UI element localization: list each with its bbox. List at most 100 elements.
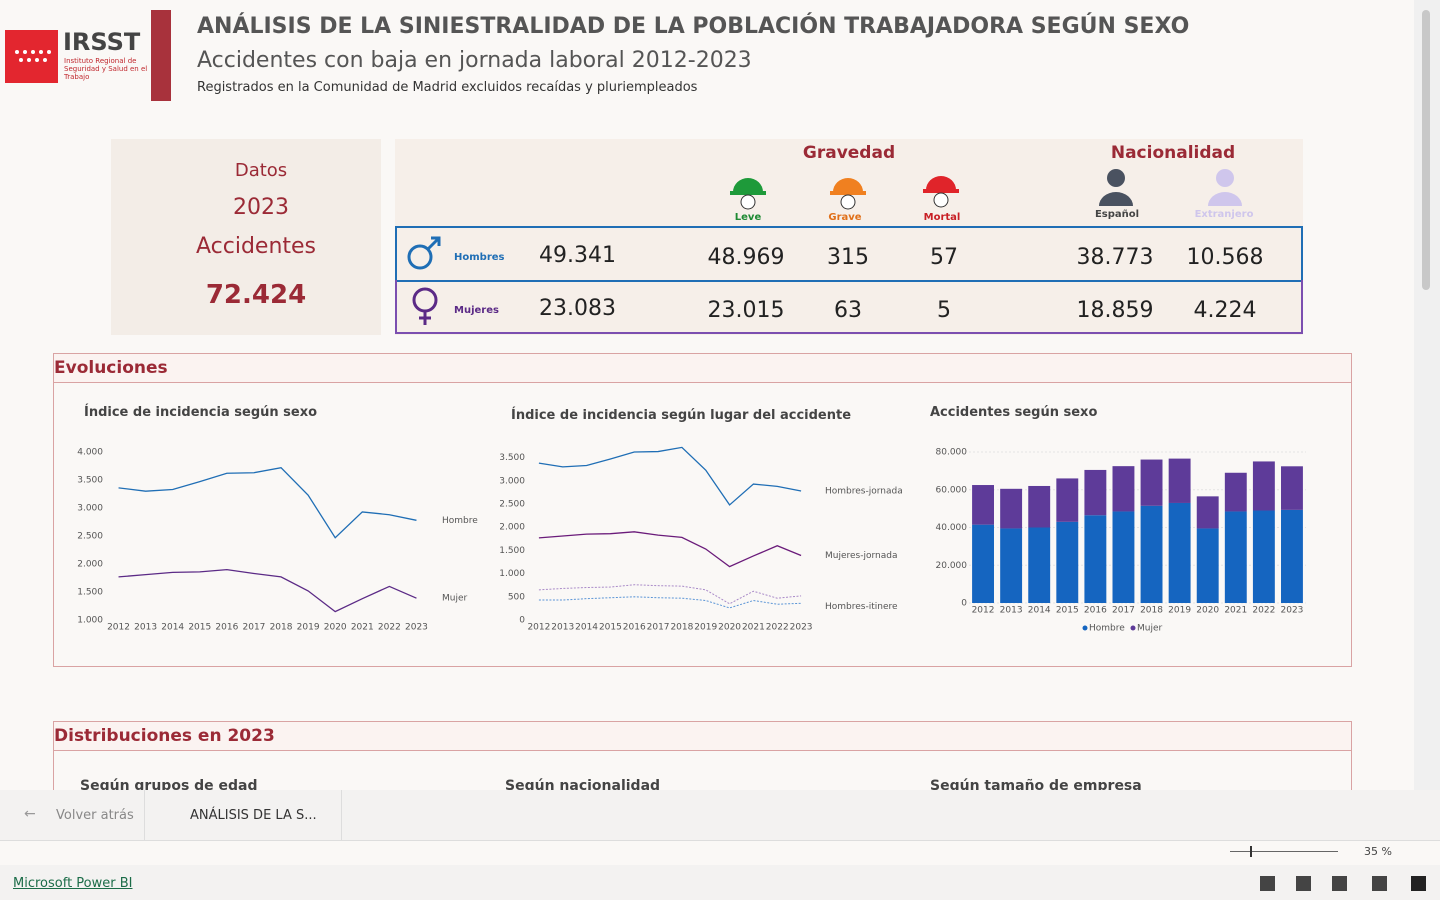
chart-title: Índice de incidencia según sexo <box>84 404 317 420</box>
bar <box>1028 527 1051 603</box>
x-tick-label: 2018 <box>670 623 693 633</box>
y-tick-label: 1.500 <box>500 546 525 556</box>
kpi-value: 18.859 <box>1076 298 1154 323</box>
kpi-value: 63 <box>834 298 862 323</box>
x-tick-label: 2016 <box>215 623 238 633</box>
bar <box>1056 478 1079 522</box>
kpi-value: 38.773 <box>1076 245 1154 270</box>
zoom-slider[interactable] <box>1230 846 1338 857</box>
zoom-level[interactable]: 35 % <box>1364 845 1392 858</box>
kpi-icons <box>407 169 1242 325</box>
bar <box>1168 502 1191 603</box>
line <box>538 531 802 568</box>
male-icon <box>407 236 441 270</box>
y-tick-label: 60.000 <box>936 485 968 495</box>
x-tick-label: 2023 <box>1281 606 1304 616</box>
section-title: Distribuciones en 2023 <box>54 726 275 746</box>
row-mujeres <box>395 280 1303 334</box>
toolbar: ← Volver atrás ANÁLISIS DE LA S... <box>0 790 1440 841</box>
x-tick-label: 2013 <box>551 623 574 633</box>
legend-swatch <box>1130 625 1136 631</box>
person-icon <box>1099 169 1133 206</box>
female-icon <box>412 287 438 325</box>
x-tick-label: 2021 <box>351 623 374 633</box>
y-tick-label: 0 <box>961 599 967 609</box>
chart: Índice de incidencia según lugar del acc… <box>500 407 903 633</box>
series-label: Hombres-jornada <box>825 487 903 497</box>
x-tick-label: 2020 <box>1196 606 1219 616</box>
bar <box>1168 458 1191 503</box>
x-tick-label: 2020 <box>324 623 347 633</box>
x-tick-label: 2017 <box>647 623 670 633</box>
x-tick-label: 2017 <box>243 623 266 633</box>
x-tick-label: 2014 <box>1028 606 1051 616</box>
line <box>538 596 802 609</box>
x-tick-label: 2015 <box>188 623 211 633</box>
x-tick-label: 2019 <box>694 623 717 633</box>
kpi-value: 5 <box>937 298 951 323</box>
series-label: Hombre <box>442 516 478 526</box>
x-tick-label: 2023 <box>790 623 813 633</box>
section-title: Evoluciones <box>54 358 168 378</box>
summary-year: 2023 <box>233 195 289 220</box>
x-tick-label: 2016 <box>623 623 646 633</box>
share-icon[interactable] <box>1332 876 1347 891</box>
y-tick-label: 3.500 <box>77 476 103 486</box>
bar <box>972 524 994 603</box>
x-tick-label: 2013 <box>1000 606 1023 616</box>
x-tick-label: 2022 <box>1252 606 1275 616</box>
panel-title: Según nacionalidad <box>505 778 661 790</box>
legend-label: Mujer <box>1137 624 1163 634</box>
panel-title: Según grupos de edad <box>80 778 258 790</box>
y-tick-label: 80.000 <box>936 448 968 458</box>
helmet-icon <box>830 178 866 210</box>
x-tick-label: 2018 <box>1140 606 1163 616</box>
summary-label: Datos <box>234 160 288 181</box>
back-arrow: ← <box>24 806 36 822</box>
bar <box>1140 505 1163 603</box>
x-tick-label: 2012 <box>527 623 550 633</box>
y-tick-label: 40.000 <box>936 523 968 533</box>
bar <box>1224 511 1247 603</box>
line <box>538 584 802 605</box>
y-tick-label: 3.000 <box>500 476 525 486</box>
brand-link[interactable]: Microsoft Power BI <box>13 876 133 891</box>
back-button[interactable]: Volver atrás <box>56 808 134 823</box>
series-label: Mujeres-jornada <box>825 551 897 561</box>
column-label: Extranjero <box>1194 209 1254 220</box>
summary-total: 72.424 <box>205 280 307 310</box>
x-tick-label: 2020 <box>718 623 741 633</box>
series-label: Hombres-itinere <box>825 602 898 612</box>
scrollbar[interactable] <box>1414 0 1440 790</box>
y-tick-label: 2.000 <box>500 523 525 533</box>
share-icon[interactable] <box>1260 876 1275 891</box>
x-tick-label: 2012 <box>107 623 130 633</box>
x-tick-label: 2012 <box>972 606 995 616</box>
helmet-icon <box>923 176 959 208</box>
legend-label: Hombre <box>1089 624 1125 634</box>
x-tick-label: 2023 <box>405 623 428 633</box>
panel-title: Según tamaño de empresa <box>930 778 1142 790</box>
kpi-value: 23.015 <box>707 298 785 323</box>
fullscreen-icon[interactable] <box>1411 876 1426 891</box>
summary-card <box>111 139 381 335</box>
x-tick-label: 2014 <box>575 623 598 633</box>
person-icon <box>1208 169 1242 206</box>
kpi-value: 48.969 <box>707 245 785 270</box>
bar <box>1112 466 1135 512</box>
row-total: 23.083 <box>539 296 616 321</box>
share-icon[interactable] <box>1372 876 1387 891</box>
column-label: Leve <box>734 212 762 223</box>
x-tick-label: 2021 <box>1224 606 1247 616</box>
line <box>118 568 417 613</box>
line <box>538 446 802 506</box>
bar <box>1140 459 1163 506</box>
x-tick-label: 2013 <box>134 623 157 633</box>
page-selector[interactable]: ANÁLISIS DE LA S... <box>190 808 317 823</box>
accent-bar <box>151 10 171 101</box>
y-tick-label: 2.500 <box>77 532 103 542</box>
share-icon[interactable] <box>1296 876 1311 891</box>
row-hombres <box>395 226 1303 282</box>
y-tick-label: 2.500 <box>500 500 525 510</box>
summary-metric: Accidentes <box>195 234 317 259</box>
